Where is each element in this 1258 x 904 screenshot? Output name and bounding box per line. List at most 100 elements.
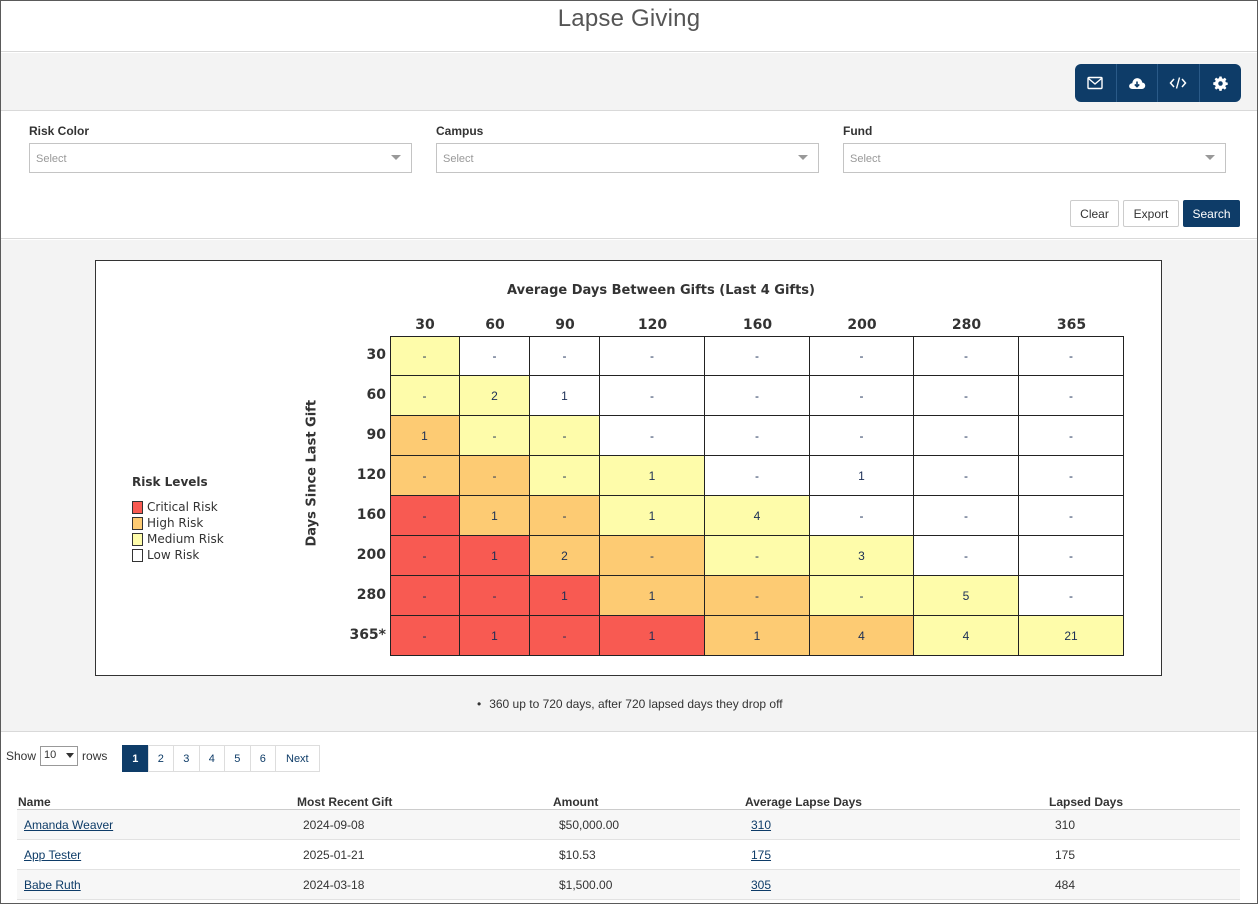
rows-select[interactable]: 10 xyxy=(40,746,79,766)
heatmap-cell[interactable]: - xyxy=(390,456,460,496)
risk-color-select[interactable]: Select xyxy=(29,143,412,173)
heatmap-cell[interactable]: - xyxy=(460,416,530,456)
risk-color-placeholder: Select xyxy=(36,153,67,165)
heatmap-cell[interactable]: 2 xyxy=(460,376,530,416)
legend-swatch xyxy=(132,516,143,530)
campus-select[interactable]: Select xyxy=(436,143,819,173)
heatmap-cell[interactable]: - xyxy=(914,376,1019,416)
cell-name[interactable]: Amanda Weaver xyxy=(24,818,114,832)
page-2-button[interactable]: 2 xyxy=(147,745,174,772)
page-1-button[interactable]: 1 xyxy=(122,745,149,772)
heatmap-cell[interactable]: 1 xyxy=(460,536,530,576)
heatmap-cell[interactable]: - xyxy=(390,616,460,656)
envelope-icon xyxy=(1087,76,1103,90)
code-icon xyxy=(1169,77,1187,89)
heatmap-cell[interactable]: - xyxy=(460,336,530,376)
heatmap-cell[interactable]: - xyxy=(460,456,530,496)
fund-label: Fund xyxy=(843,124,873,138)
heatmap-cell[interactable]: - xyxy=(705,416,810,456)
heatmap-cell[interactable]: - xyxy=(705,456,810,496)
heatmap-cell[interactable]: - xyxy=(914,536,1019,576)
heatmap-cell[interactable]: - xyxy=(705,336,810,376)
cell-average-lapse-days[interactable]: 175 xyxy=(751,848,772,862)
column-header: 280 xyxy=(951,317,982,333)
heatmap-cell[interactable]: - xyxy=(600,536,705,576)
heatmap-cell[interactable]: - xyxy=(530,496,600,536)
heatmap-cell[interactable]: - xyxy=(1019,576,1124,616)
heatmap-cell[interactable]: - xyxy=(460,576,530,616)
heatmap-cell[interactable]: 1 xyxy=(460,616,530,656)
heatmap-cell[interactable]: 1 xyxy=(460,496,530,536)
heatmap-cell[interactable]: - xyxy=(390,496,460,536)
heatmap-cell[interactable]: 1 xyxy=(600,496,705,536)
heatmap-cell[interactable]: - xyxy=(530,416,600,456)
col-amount: Amount xyxy=(553,795,599,809)
cell-average-lapse-days[interactable]: 305 xyxy=(751,878,772,892)
heatmap-cell[interactable]: - xyxy=(810,376,914,416)
export-button[interactable]: Export xyxy=(1123,200,1179,227)
heatmap-cell[interactable]: 1 xyxy=(530,376,600,416)
heatmap-cell[interactable]: - xyxy=(1019,456,1124,496)
heatmap-cell[interactable]: 21 xyxy=(1019,616,1124,656)
heatmap-cell[interactable]: 1 xyxy=(705,616,810,656)
cell-name[interactable]: Babe Ruth xyxy=(24,878,81,892)
heatmap-cell[interactable]: 1 xyxy=(390,416,460,456)
heatmap-cell[interactable]: 4 xyxy=(914,616,1019,656)
show-label: Show xyxy=(6,749,37,763)
heatmap-cell[interactable]: - xyxy=(1019,336,1124,376)
heatmap-cell[interactable]: - xyxy=(810,416,914,456)
table-header: Name Most Recent Gift Amount Average Lap… xyxy=(17,794,1240,810)
heatmap-cell[interactable]: - xyxy=(390,376,460,416)
heatmap-cell[interactable]: - xyxy=(390,576,460,616)
cell-name[interactable]: App Tester xyxy=(24,848,82,862)
heatmap-cell[interactable]: - xyxy=(810,336,914,376)
cell-most-recent-gift: 2024-09-08 xyxy=(303,818,365,832)
email-button[interactable] xyxy=(1075,64,1117,102)
heatmap-cell[interactable]: 4 xyxy=(705,496,810,536)
heatmap-cell[interactable]: 1 xyxy=(530,576,600,616)
download-button[interactable] xyxy=(1117,64,1158,102)
heatmap-cell[interactable]: - xyxy=(530,336,600,376)
fund-select[interactable]: Select xyxy=(843,143,1226,173)
heatmap-cell[interactable]: 1 xyxy=(600,616,705,656)
heatmap-cell[interactable]: 3 xyxy=(810,536,914,576)
heatmap-cell[interactable]: - xyxy=(1019,376,1124,416)
heatmap-cell[interactable]: - xyxy=(705,536,810,576)
heatmap-cell[interactable]: 2 xyxy=(530,536,600,576)
heatmap-cell[interactable]: - xyxy=(914,416,1019,456)
col-average-lapse-days: Average Lapse Days xyxy=(745,795,862,809)
embed-code-button[interactable] xyxy=(1158,64,1200,102)
clear-button[interactable]: Clear xyxy=(1070,200,1119,227)
search-button[interactable]: Search xyxy=(1183,200,1240,227)
heatmap-cell[interactable]: - xyxy=(705,576,810,616)
heatmap-cell[interactable]: - xyxy=(1019,416,1124,456)
heatmap-cell[interactable]: - xyxy=(600,376,705,416)
cell-average-lapse-days[interactable]: 310 xyxy=(751,818,772,832)
heatmap-cell[interactable]: - xyxy=(600,416,705,456)
column-header: 120 xyxy=(637,317,668,333)
heatmap-cell[interactable]: - xyxy=(530,456,600,496)
heatmap-cell[interactable]: 1 xyxy=(600,456,705,496)
heatmap-cell[interactable]: - xyxy=(1019,496,1124,536)
heatmap-cell[interactable]: - xyxy=(1019,536,1124,576)
heatmap-cell[interactable]: - xyxy=(600,336,705,376)
heatmap-cell[interactable]: 5 xyxy=(914,576,1019,616)
page-3-button[interactable]: 3 xyxy=(173,745,200,772)
heatmap-cell[interactable]: - xyxy=(390,536,460,576)
heatmap-cell[interactable]: - xyxy=(914,336,1019,376)
heatmap-cell[interactable]: 1 xyxy=(600,576,705,616)
page-5-button[interactable]: 5 xyxy=(224,745,251,772)
heatmap-cell[interactable]: - xyxy=(914,456,1019,496)
heatmap-cell[interactable]: - xyxy=(810,496,914,536)
heatmap-cell[interactable]: - xyxy=(914,496,1019,536)
heatmap-cell[interactable]: 4 xyxy=(810,616,914,656)
settings-button[interactable] xyxy=(1200,64,1242,102)
page-6-button[interactable]: 6 xyxy=(249,745,276,772)
next-page-button[interactable]: Next xyxy=(275,745,320,772)
heatmap-cell[interactable]: 1 xyxy=(810,456,914,496)
heatmap-cell[interactable]: - xyxy=(705,376,810,416)
page-4-button[interactable]: 4 xyxy=(198,745,225,772)
heatmap-cell[interactable]: - xyxy=(530,616,600,656)
heatmap-cell[interactable]: - xyxy=(390,336,460,376)
heatmap-cell[interactable]: - xyxy=(810,576,914,616)
